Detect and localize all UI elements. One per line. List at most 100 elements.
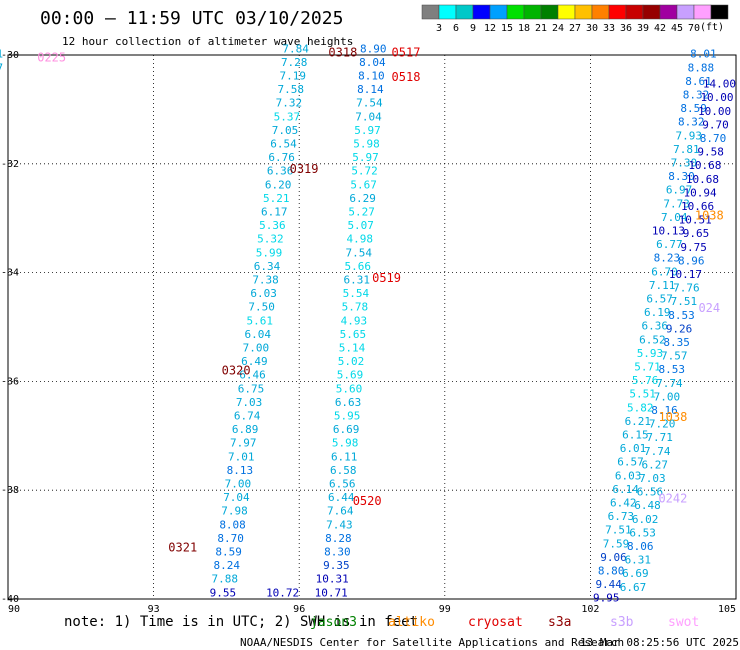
wave-height-label: 8.61 (685, 75, 712, 88)
wave-height-label: 9.44 (595, 578, 622, 591)
colorbar-swatch (625, 4, 644, 20)
wave-height-label: 6.48 (634, 499, 661, 512)
wave-height-label: 10.17 (669, 268, 702, 281)
colorbar-swatch (472, 4, 491, 20)
satellite-legend-s3a: s3a (548, 615, 571, 630)
wave-height-label: 6.04 (245, 328, 272, 341)
x-tick-label: 102 (581, 604, 599, 615)
colorbar-label: 45 (671, 23, 683, 34)
colorbar-swatch (506, 4, 525, 20)
wave-height-label: 5.36 (259, 219, 286, 232)
plot-frame (7, 54, 737, 600)
wave-height-label: 5.02 (338, 355, 365, 368)
wave-height-label: 9.70 (702, 118, 729, 131)
wave-height-label: 8.13 (227, 464, 254, 477)
colorbar-swatch (676, 4, 695, 20)
wave-height-label: 6.53 (629, 526, 656, 539)
wave-height-label: 10.31 (316, 573, 349, 586)
wave-height-label: 6.76 (268, 151, 295, 164)
wave-height-label: 6.97 (666, 184, 693, 197)
satellite-legend-jason3: jason3 (310, 615, 357, 630)
wave-height-label: 5.51 (629, 388, 656, 401)
wave-height-label: 6.01 (620, 442, 647, 455)
wave-height-label: 5.71 (634, 361, 661, 374)
wave-height-label: 5.93 (637, 347, 664, 360)
wave-height-label: 8.10 (358, 69, 385, 82)
x-tick-label: 99 (439, 604, 451, 615)
wave-height-label: 5.14 (339, 341, 366, 354)
colorbar-swatch (540, 4, 559, 20)
data-points: 6.616.177.847.287.197.587.325.377.056.54… (0, 42, 736, 604)
wave-height-label: 6.89 (232, 423, 259, 436)
chart-subtitle: 12 hour collection of altimeter wave hei… (62, 35, 353, 48)
wave-height-label: 6.58 (330, 464, 357, 477)
wave-height-label: 7.00 (654, 390, 681, 403)
wave-height-label: 7.19 (279, 69, 306, 82)
wave-height-label: 8.30 (324, 545, 351, 558)
wave-height-label: 7.57 (661, 350, 688, 363)
wave-height-label: 9.95 (593, 592, 620, 605)
wave-height-label: 8.24 (213, 559, 240, 572)
wave-height-label: 7.32 (276, 97, 303, 110)
wave-height-label: 7.76 (673, 282, 700, 295)
colorbar-swatch (455, 4, 474, 20)
x-tick-label: 90 (8, 604, 20, 615)
colorbar-swatch (642, 4, 661, 20)
wave-height-label: 8.90 (360, 42, 387, 55)
wave-height-label: 8.04 (359, 56, 386, 69)
x-tick-label: 105 (718, 604, 736, 615)
wave-height-label: 6.11 (331, 450, 358, 463)
pass-label: 0319 (290, 162, 319, 176)
colorbar-swatch (710, 4, 729, 20)
colorbar-swatch (659, 4, 678, 20)
wave-height-label: 6.52 (639, 333, 666, 346)
wave-height-label: 8.32 (683, 89, 710, 102)
wave-height-label: 5.98 (332, 437, 359, 450)
y-tick-label: -40 (1, 594, 19, 605)
axis-ticks: 90 93 96 99 102 105 -30 -32 -34 -36 -38 -40 (1, 50, 736, 615)
colorbar-swatch (489, 4, 508, 20)
wave-height-label: 6.54 (270, 137, 297, 150)
wave-height-label: 6.17 (0, 61, 3, 74)
wave-height-label: 5.95 (334, 409, 361, 422)
wave-height-label: 5.67 (350, 178, 377, 191)
y-tick-label: -32 (1, 159, 19, 170)
wave-height-label: 8.59 (680, 102, 707, 115)
wave-height-label: 6.14 (612, 483, 639, 496)
wave-height-label: 10.71 (315, 586, 348, 599)
pass-label: 1038 (658, 410, 687, 424)
pass-label: 0518 (392, 70, 421, 84)
wave-height-label: 6.34 (254, 260, 281, 273)
wave-height-label: 10.94 (683, 186, 716, 199)
wave-height-label: 6.69 (333, 423, 360, 436)
legend-note: note: 1) Time is in UTC; 2) SWH is in fe… (64, 614, 418, 630)
wave-height-label: 5.61 (246, 314, 273, 327)
wave-height-label: 10.00 (698, 105, 731, 118)
wave-height-label: 7.01 (228, 450, 255, 463)
wave-height-label: 7.05 (272, 124, 299, 137)
y-tick-label: -30 (1, 50, 19, 61)
satellite-legend-s3b: s3b (610, 615, 634, 630)
colorbar-label: 70 (688, 23, 700, 34)
wave-height-label: 9.55 (210, 586, 237, 599)
wave-height-label: 8.32 (678, 116, 705, 129)
wave-height-label: 6.03 (250, 287, 277, 300)
wave-height-label: 7.71 (646, 431, 673, 444)
wave-height-label: 6.46 (239, 369, 266, 382)
wave-height-label: 7.74 (656, 377, 683, 390)
wave-height-label: 8.88 (688, 61, 715, 74)
wave-height-label: 4.98 (346, 233, 373, 246)
wave-height-label: 5.72 (351, 165, 378, 178)
colorbar-label: 36 (620, 23, 632, 34)
colorbar-swatch (523, 4, 542, 20)
wave-height-label: 8.08 (219, 518, 246, 531)
pass-label: 0320 (222, 364, 251, 378)
wave-height-label: 5.76 (632, 374, 659, 387)
wave-height-label: 6.29 (349, 192, 376, 205)
wave-height-label: 8.53 (668, 309, 695, 322)
colorbar-unit: (ft) (700, 22, 724, 33)
wave-height-label: 6.31 (344, 273, 371, 286)
wave-height-label: 7.00 (225, 477, 252, 490)
wave-height-label: 7.58 (278, 83, 305, 96)
